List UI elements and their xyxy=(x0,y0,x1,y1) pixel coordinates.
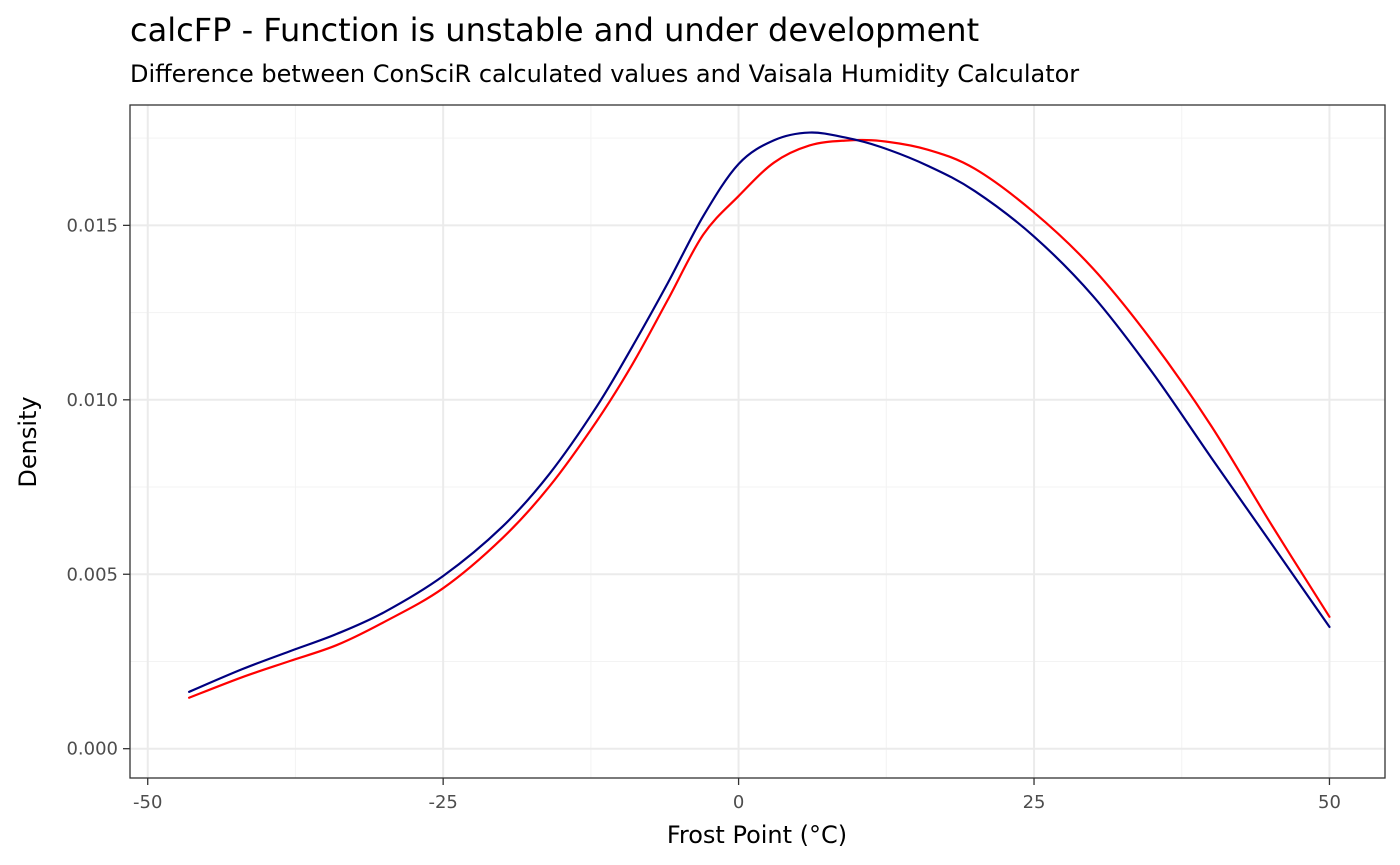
x-axis-title: Frost Point (°C) xyxy=(667,821,847,849)
chart-subtitle: Difference between ConSciR calculated va… xyxy=(130,60,1079,88)
series-lines xyxy=(187,131,1331,699)
x-tick-label: 50 xyxy=(1318,792,1341,813)
grid xyxy=(130,105,1385,778)
x-tick-label: -25 xyxy=(428,792,457,813)
x-tick-label: 0 xyxy=(733,792,744,813)
y-tick-label: 0.010 xyxy=(66,390,118,411)
y-tick-label: 0.015 xyxy=(66,215,118,236)
y-tick-label: 0.000 xyxy=(66,739,118,760)
x-tick-label: -50 xyxy=(133,792,162,813)
axes: -50 -25 0 25 50 0.000 0.005 0.010 0.015 xyxy=(66,215,1340,813)
y-axis-title: Density xyxy=(14,396,42,487)
chart-title: calcFP - Function is unstable and under … xyxy=(130,11,979,49)
density-curve-2 xyxy=(187,138,1331,699)
y-tick-label: 0.005 xyxy=(66,564,118,585)
density-curve-1 xyxy=(187,131,1331,693)
x-tick-label: 25 xyxy=(1023,792,1046,813)
plot-panel-border xyxy=(129,104,1386,779)
